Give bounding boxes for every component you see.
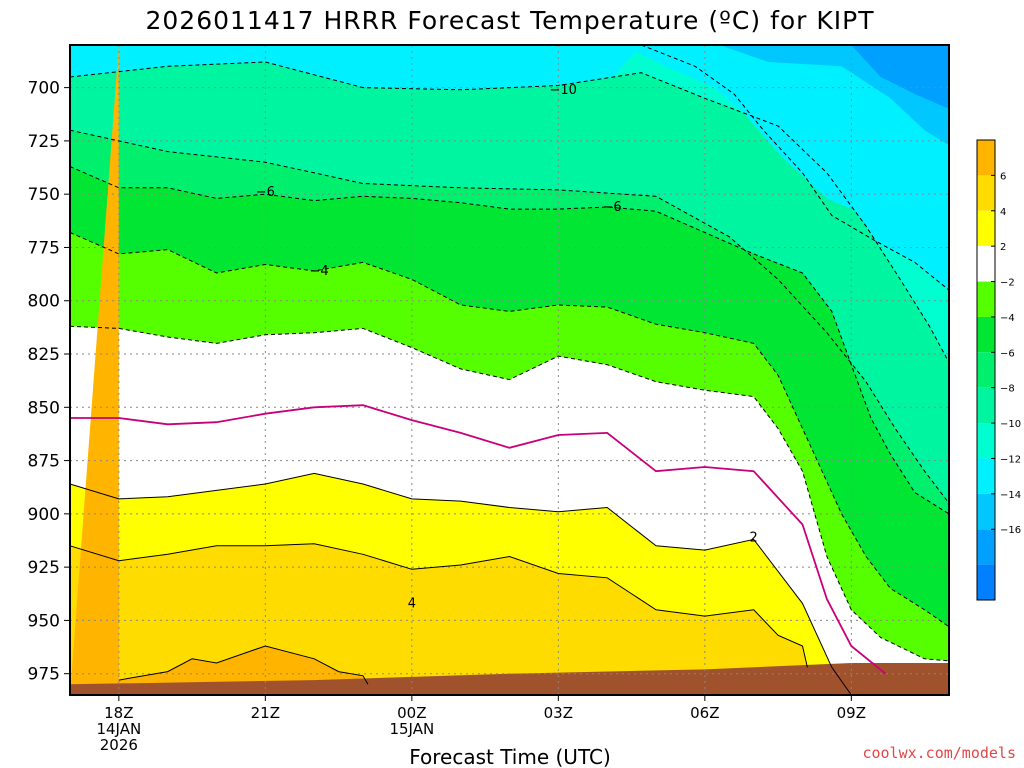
colorbar-tick-label: −4	[1000, 313, 1015, 324]
y-tick-label: 875	[28, 452, 60, 472]
colorbar-tick-label: −2	[1000, 278, 1015, 289]
x-tick-label: 09Z	[837, 704, 866, 722]
colorbar-swatch	[977, 493, 995, 530]
contour-label: −6	[602, 200, 621, 215]
y-tick-label: 925	[28, 558, 60, 578]
colorbar-tick-label: −6	[1000, 348, 1015, 359]
contour-label: 2	[750, 530, 758, 545]
grid-layer	[70, 45, 949, 695]
y-tick-label: 950	[28, 611, 60, 631]
y-axis: 700 725 750 775 800 825 850 875 900 925 950 975	[28, 79, 70, 685]
colorbar-swatch	[977, 140, 995, 176]
colorbar-swatch	[977, 529, 995, 565]
x-tick-label: 03Z	[544, 704, 573, 722]
colorbar: 6 4 2 −2 −4 −6 −8 −10 −12 −14 −16	[976, 139, 1021, 601]
x-tick-label: 00Z	[397, 704, 426, 722]
colorbar-tick-label: 2	[1000, 242, 1006, 253]
band-fill-corner--14	[621, 45, 949, 259]
colorbar-tick-label: −12	[1000, 454, 1021, 465]
colorbar-swatch	[977, 175, 995, 211]
y-tick-label: 775	[28, 238, 60, 258]
contour-label: 4	[408, 596, 416, 611]
isotherm--2	[69, 325, 950, 662]
colorbar-tick-label: −8	[1000, 384, 1015, 395]
credit-link[interactable]: coolwx.com/models	[862, 744, 1016, 762]
ground-surface	[70, 663, 949, 695]
ground-layer	[70, 663, 949, 695]
y-tick-label: 700	[28, 79, 60, 99]
contour-label: −6	[256, 185, 275, 200]
x-tick-label: 15JAN	[389, 720, 434, 738]
isotherm-6	[118, 645, 369, 685]
colorbar-frame	[976, 139, 996, 601]
colorbar-swatch	[977, 246, 995, 282]
contour-label: −4	[309, 264, 328, 279]
isotherm-2	[69, 472, 852, 696]
x-axis-label: Forecast Time (UTC)	[409, 745, 611, 768]
colorbar-tick-label: −10	[1000, 419, 1021, 430]
colorbar-swatch	[977, 316, 995, 353]
colorbar-swatch	[977, 352, 995, 388]
colorbar-swatch	[977, 387, 995, 424]
y-tick-label: 975	[28, 665, 60, 685]
isotherm--4	[69, 232, 950, 628]
colorbar-swatch	[977, 564, 995, 600]
isotherm--6	[69, 166, 950, 515]
x-tick-label: 06Z	[690, 704, 719, 722]
colorbar-swatch	[977, 458, 995, 494]
contour-label: −10	[549, 83, 576, 98]
y-tick-label: 825	[28, 345, 60, 365]
colorbar-tick-label: −16	[1000, 525, 1021, 536]
y-tick-label: 725	[28, 132, 60, 152]
x-tick-label: 14JAN	[96, 720, 141, 738]
isotherm--12	[641, 44, 950, 291]
plot-frame	[69, 44, 950, 696]
plot-fill-layer	[70, 45, 949, 695]
colorbar-tick-label: −14	[1000, 490, 1021, 501]
x-tick-label: 21Z	[251, 704, 280, 722]
y-tick-label: 900	[28, 505, 60, 525]
colorbar-swatch	[977, 210, 995, 247]
x-tick-label: 2026	[100, 736, 138, 754]
y-tick-label: 800	[28, 292, 60, 312]
chart-title: 2026011417 HRRR Forecast Temperature (ºC…	[145, 6, 874, 35]
colorbar-swatch	[977, 281, 995, 317]
colorbar-swatch	[977, 423, 995, 459]
isotherm-layer	[69, 44, 950, 696]
isotherm-4	[69, 543, 808, 668]
isotherm--10	[69, 61, 950, 363]
x-tick-label: 18Z	[104, 704, 133, 722]
colorbar-tick-label: 4	[1000, 207, 1006, 218]
y-tick-label: 750	[28, 185, 60, 205]
isotherm-0	[70, 404, 887, 675]
isotherm--8	[69, 129, 950, 504]
band-fill-corner--18	[851, 45, 949, 109]
contour-label-layer: −10 −6 −6 −4 4 2	[256, 83, 758, 612]
colorbar-tick-label: 6	[1000, 171, 1006, 182]
y-tick-label: 850	[28, 398, 60, 418]
